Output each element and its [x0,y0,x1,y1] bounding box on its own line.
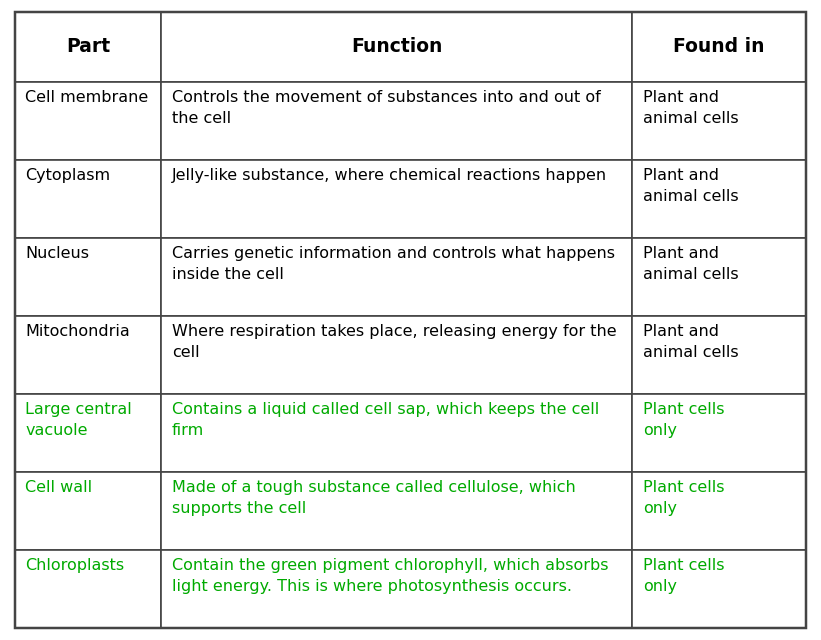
Text: Part: Part [66,38,110,56]
Text: Where respiration takes place, releasing energy for the
cell: Where respiration takes place, releasing… [172,324,617,360]
Text: Plant and
animal cells: Plant and animal cells [643,324,738,360]
Bar [161,83,632,161]
Text: Plant and
animal cells: Plant and animal cells [643,168,738,204]
Bar [15,12,161,83]
Bar [632,316,806,394]
Bar [632,472,806,550]
Text: Chloroplasts: Chloroplasts [25,558,125,573]
Bar [632,161,806,239]
Bar [161,12,632,83]
Text: Nucleus: Nucleus [25,246,89,261]
Text: Controls the movement of substances into and out of
the cell: Controls the movement of substances into… [172,90,601,125]
Bar [161,239,632,316]
Bar [15,472,161,550]
Bar [161,161,632,239]
Text: Made of a tough substance called cellulose, which
supports the cell: Made of a tough substance called cellulo… [172,480,576,516]
Bar [632,83,806,161]
Text: Plant and
animal cells: Plant and animal cells [643,246,738,282]
Text: Jelly-like substance, where chemical reactions happen: Jelly-like substance, where chemical rea… [172,168,607,183]
Bar [15,239,161,316]
Text: Function: Function [351,38,443,56]
Bar [161,472,632,550]
Text: Carries genetic information and controls what happens
inside the cell: Carries genetic information and controls… [172,246,615,282]
Bar [15,161,161,239]
Text: Cell membrane: Cell membrane [25,90,149,105]
Text: Mitochondria: Mitochondria [25,324,131,339]
Text: Plant cells
only: Plant cells only [643,558,724,593]
Text: Plant and
animal cells: Plant and animal cells [643,90,738,125]
Text: Cytoplasm: Cytoplasm [25,168,111,183]
Bar [161,550,632,628]
Text: Large central
vacuole: Large central vacuole [25,402,132,438]
Text: Contains a liquid called cell sap, which keeps the cell
firm: Contains a liquid called cell sap, which… [172,402,599,438]
Bar [161,394,632,472]
Text: Cell wall: Cell wall [25,480,93,495]
Bar [15,394,161,472]
Bar [632,239,806,316]
Bar [632,12,806,83]
Bar [15,83,161,161]
Text: Contain the green pigment chlorophyll, which absorbs
light energy. This is where: Contain the green pigment chlorophyll, w… [172,558,608,593]
Bar [15,316,161,394]
Text: Plant cells
only: Plant cells only [643,480,724,516]
Bar [632,394,806,472]
Text: Found in: Found in [673,38,765,56]
Bar [15,550,161,628]
Text: Plant cells
only: Plant cells only [643,402,724,438]
Bar [161,316,632,394]
Bar [632,550,806,628]
